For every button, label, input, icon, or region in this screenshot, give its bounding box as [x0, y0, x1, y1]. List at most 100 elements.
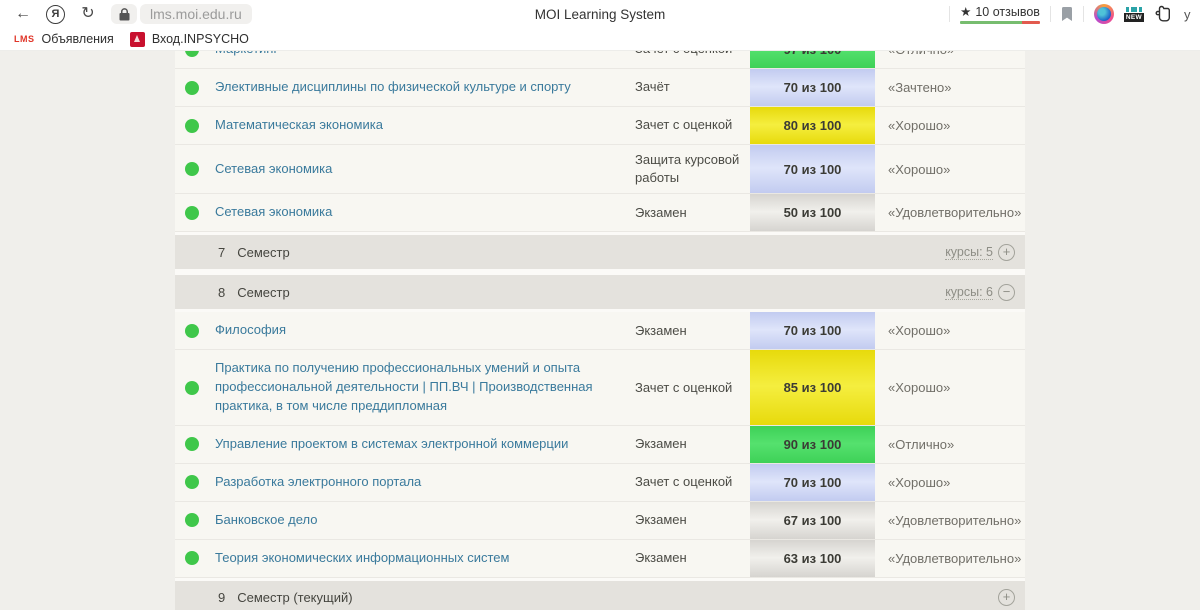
- status-dot-icon: [185, 551, 199, 566]
- course-cell: Управление проектом в системах электронн…: [215, 426, 635, 463]
- score-cell: 70 из 100: [750, 463, 875, 501]
- course-link[interactable]: Разработка электронного портала: [215, 473, 422, 489]
- site-reviews-button[interactable]: ★ 10 отзывов: [960, 4, 1040, 24]
- reviews-count-label: 10 отзывов: [975, 4, 1040, 19]
- status-dot-icon: [185, 475, 199, 490]
- exam-type: Экзамен: [635, 436, 687, 452]
- expand-toggle-icon[interactable]: +: [998, 243, 1015, 261]
- grade-text: «Хорошо»: [888, 118, 951, 133]
- score-value: 50 из 100: [783, 205, 842, 221]
- courses-count-link[interactable]: курсы: 6: [945, 284, 993, 300]
- course-link[interactable]: Банковское дело: [215, 511, 318, 527]
- exam-type: Экзамен: [635, 550, 687, 566]
- semester-label: Семестр (текущий): [237, 590, 353, 606]
- semester-label: Семестр: [237, 284, 290, 300]
- exam-type: Зачёт: [635, 79, 670, 95]
- table-row: Философия Экзамен 70 из 100 «Хорошо»: [175, 312, 1025, 351]
- grade-text: «Удовлетворительно»: [888, 512, 1022, 528]
- grade-text: «Зачтено»: [888, 80, 952, 95]
- semester-number: 8: [218, 284, 226, 300]
- bookmark-item-announcements[interactable]: LMS Объявления: [8, 32, 120, 46]
- lms-favicon: LMS: [14, 34, 35, 44]
- status-dot-icon: [185, 380, 199, 395]
- semester-header-row[interactable]: 7 Семестр курсы: 5 +: [175, 232, 1025, 273]
- table-row: Разработка электронного портала Зачет с …: [175, 463, 1025, 502]
- status-dot-icon: [185, 80, 199, 95]
- course-cell: Математическая экономика: [215, 107, 635, 144]
- course-link[interactable]: Управление проектом в системах электронн…: [215, 435, 569, 451]
- course-link[interactable]: Теория экономических информационных сист…: [215, 549, 510, 565]
- exam-type: Зачет с оценкой: [635, 379, 733, 395]
- bookmark-flag-icon[interactable]: [1061, 6, 1073, 22]
- collections-icon[interactable]: [1154, 5, 1174, 23]
- grade-text: «Хорошо»: [888, 474, 951, 490]
- clipped-toolbar-icon[interactable]: у: [1184, 6, 1191, 22]
- semester-header-row[interactable]: 8 Семестр курсы: 6 −: [175, 272, 1025, 313]
- course-link[interactable]: Маркетинг: [215, 51, 278, 59]
- score-cell: 63 из 100: [750, 539, 875, 577]
- grade-text: «Хорошо»: [888, 323, 951, 339]
- score-value: 80 из 100: [783, 118, 842, 133]
- grade-text: «Хорошо»: [888, 380, 951, 396]
- score-value: 85 из 100: [783, 380, 842, 396]
- score-cell: 70 из 100: [750, 69, 875, 106]
- status-cell: [175, 426, 215, 463]
- grade-text: «Отлично»: [888, 436, 955, 452]
- exam-type: Экзамен: [635, 322, 687, 338]
- grade-text: «Удовлетворительно»: [888, 205, 1022, 221]
- course-cell: Практика по получению профессиональных у…: [215, 350, 635, 425]
- bookmark-item-inpsycho[interactable]: Вход.INPSYCHO: [124, 31, 255, 47]
- score-cell: 85 из 100: [750, 350, 875, 425]
- score-cell: 50 из 100: [750, 194, 875, 232]
- lock-icon[interactable]: [111, 4, 137, 24]
- exam-type: Зачет с оценкой: [635, 117, 733, 133]
- grade-text: «Удовлетворительно»: [888, 550, 1022, 566]
- status-cell: [175, 107, 215, 144]
- course-link[interactable]: Математическая экономика: [215, 117, 383, 133]
- score-cell: 80 из 100: [750, 107, 875, 144]
- divider: [1049, 6, 1051, 22]
- table-row: Сетевая экономика Защита курсовой работы…: [175, 145, 1025, 195]
- status-cell: [175, 51, 215, 68]
- exam-type: Зачет с оценкой: [635, 474, 733, 490]
- status-cell: [175, 312, 215, 349]
- course-cell: Маркетинг: [215, 51, 635, 68]
- course-link[interactable]: Философия: [215, 322, 286, 338]
- back-button[interactable]: ←: [15, 5, 31, 22]
- course-link[interactable]: Практика по получению профессиональных у…: [215, 360, 593, 414]
- refresh-icon[interactable]: ↻: [81, 5, 95, 22]
- dashes-icon: [1125, 6, 1142, 12]
- star-icon: ★: [960, 5, 972, 19]
- course-cell: Банковское дело: [215, 502, 635, 539]
- courses-count-link[interactable]: курсы: 5: [945, 244, 993, 260]
- collapse-toggle-icon[interactable]: −: [998, 283, 1015, 301]
- table-row: Сетевая экономика Экзамен 50 из 100 «Удо…: [175, 194, 1025, 233]
- divider: [949, 6, 951, 22]
- browser-toolbar: ← Я ↻ lms.moi.edu.ru MOI Learning System…: [0, 0, 1200, 28]
- status-dot-icon: [185, 323, 199, 338]
- course-link[interactable]: Элективные дисциплины по физической куль…: [215, 79, 571, 95]
- score-value: 70 из 100: [783, 80, 842, 95]
- grade-text: «Отлично»: [875, 51, 1025, 68]
- course-cell: Сетевая экономика: [215, 145, 635, 193]
- status-cell: [175, 350, 215, 425]
- score-cell: 90 из 100: [750, 425, 875, 463]
- page-content: Маркетинг Зачет с оценкой 97 из 100 «Отл…: [0, 51, 1200, 610]
- course-link[interactable]: Сетевая экономика: [215, 160, 333, 176]
- score-value: 90 из 100: [783, 436, 842, 452]
- new-extension-icon[interactable]: NEW: [1123, 6, 1144, 22]
- semester-header-row[interactable]: 9 Семестр (текущий) +: [175, 577, 1025, 610]
- exam-type: Зачет с оценкой: [635, 51, 750, 68]
- table-row: Элективные дисциплины по физической куль…: [175, 69, 1025, 107]
- course-cell: Элективные дисциплины по физической куль…: [215, 69, 635, 106]
- bookmark-label: Вход.INPSYCHO: [151, 32, 249, 46]
- score-cell: 67 из 100: [750, 501, 875, 539]
- extension-orb-icon[interactable]: [1093, 4, 1114, 24]
- course-link[interactable]: Сетевая экономика: [215, 204, 333, 220]
- expand-toggle-icon[interactable]: +: [998, 589, 1015, 607]
- address-bar[interactable]: lms.moi.edu.ru: [140, 4, 252, 24]
- score-value: 70 из 100: [783, 474, 842, 490]
- score-value: 97 из 100: [784, 51, 842, 57]
- yandex-icon[interactable]: Я: [46, 4, 65, 24]
- crest-favicon: [129, 31, 145, 47]
